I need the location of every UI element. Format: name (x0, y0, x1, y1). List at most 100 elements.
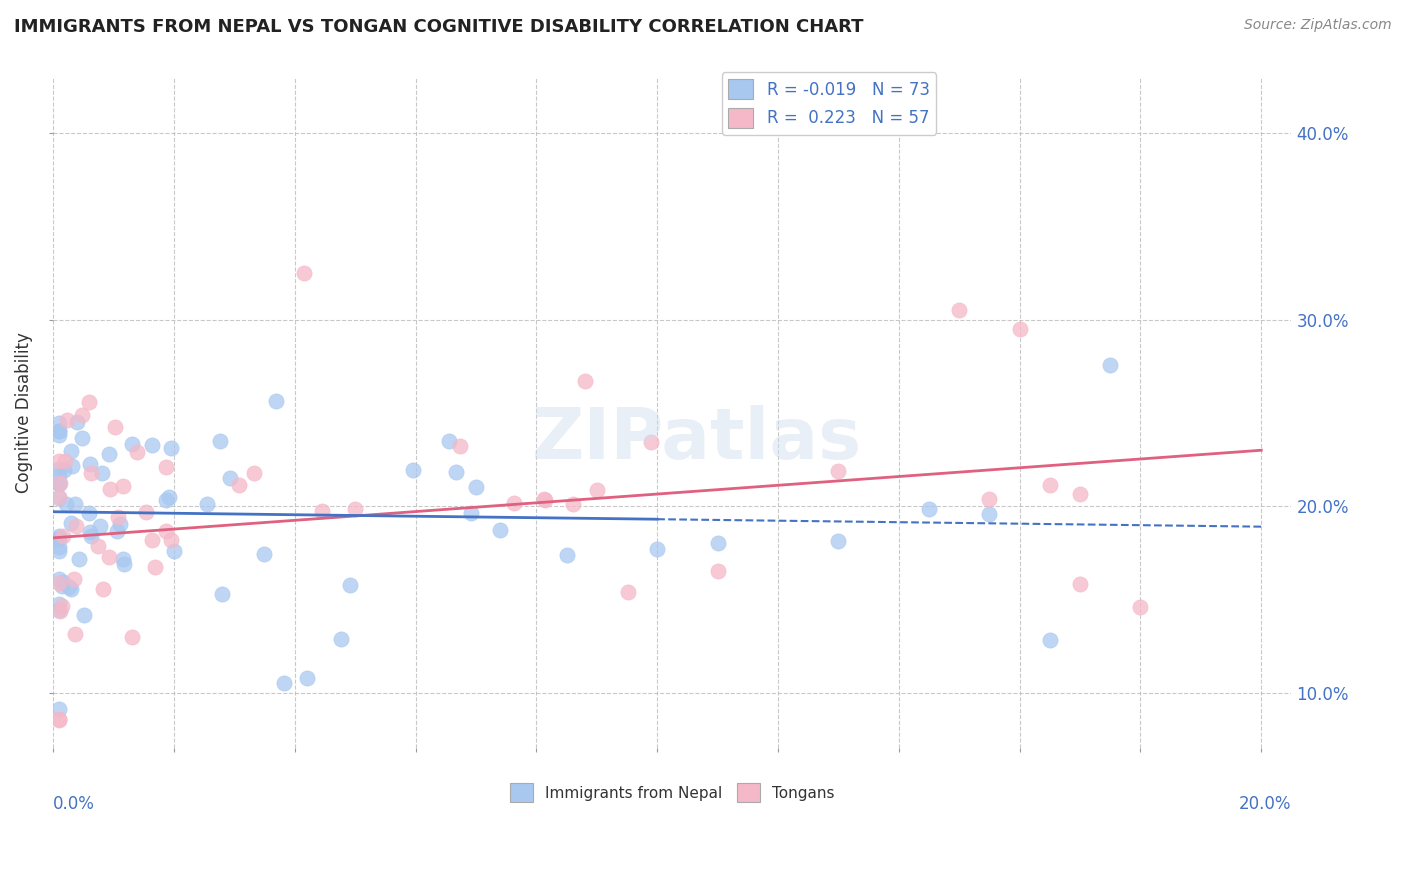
Point (65, 627, 87, 641)
Point (562, 497, 585, 511)
Point (616, 584, 638, 599)
Point (1069, 577, 1091, 591)
Point (160, 442, 183, 456)
Point (48, 702, 70, 716)
Point (228, 477, 250, 491)
Point (48, 713, 70, 727)
Point (645, 541, 668, 556)
Point (503, 496, 526, 510)
Point (585, 483, 607, 497)
Point (48, 424, 70, 438)
Point (59, 516, 82, 530)
Point (48, 540, 70, 554)
Point (979, 507, 1001, 521)
Point (295, 671, 318, 685)
Point (107, 509, 129, 524)
Point (48, 602, 70, 616)
Point (112, 479, 135, 493)
Point (53, 454, 76, 468)
Point (48, 712, 70, 726)
Point (70, 408, 93, 422)
Point (253, 547, 276, 561)
Point (112, 552, 135, 566)
Point (464, 480, 486, 494)
Point (502, 751, 524, 765)
Point (65, 519, 87, 533)
Point (105, 524, 128, 538)
Point (439, 434, 461, 448)
Point (48, 597, 70, 611)
Point (52, 529, 75, 543)
Point (53, 463, 76, 477)
Point (79, 457, 101, 471)
Point (311, 503, 333, 517)
Point (67, 552, 90, 566)
Point (90, 466, 112, 480)
Point (195, 497, 218, 511)
Point (91, 582, 114, 596)
Point (60, 459, 83, 474)
Point (98, 447, 121, 461)
Point (1039, 478, 1062, 492)
Point (163, 543, 186, 558)
Point (145, 560, 167, 574)
Point (100, 483, 122, 497)
Point (918, 501, 941, 516)
Text: IMMIGRANTS FROM NEPAL VS TONGAN COGNITIVE DISABILITY CORRELATION CHART: IMMIGRANTS FROM NEPAL VS TONGAN COGNITIV… (14, 18, 863, 36)
Point (264, 393, 287, 408)
Point (444, 465, 467, 479)
Point (574, 374, 596, 388)
Point (141, 533, 163, 548)
Y-axis label: Cognitive Disability: Cognitive Disability (15, 333, 32, 493)
Point (49, 476, 72, 491)
Point (827, 464, 849, 478)
Point (555, 548, 578, 562)
Point (52, 574, 75, 589)
Point (63, 572, 86, 586)
Point (59, 444, 82, 458)
Point (534, 493, 557, 508)
Point (402, 463, 425, 477)
Point (160, 533, 183, 547)
Point (48, 533, 70, 547)
Point (827, 533, 849, 548)
Point (48, 491, 70, 505)
Point (533, 491, 555, 506)
Point (58, 580, 80, 594)
Point (121, 631, 143, 645)
Point (79, 524, 101, 539)
Point (48, 529, 70, 543)
Point (80, 528, 103, 542)
Point (640, 435, 662, 450)
Legend: Immigrants from Nepal, Tongans: Immigrants from Nepal, Tongans (503, 777, 841, 808)
Point (97, 549, 120, 564)
Point (121, 437, 143, 451)
Point (110, 517, 132, 532)
Point (48, 454, 70, 468)
Point (77, 506, 100, 520)
Point (1069, 487, 1091, 501)
Point (48, 424, 70, 438)
Point (157, 491, 180, 505)
Point (80, 466, 103, 480)
Point (1099, 359, 1122, 373)
Point (56, 413, 79, 427)
Point (1129, 599, 1152, 614)
Point (209, 434, 232, 448)
Point (66, 415, 89, 429)
Point (55, 497, 77, 511)
Point (706, 536, 728, 550)
Point (73, 607, 96, 622)
Point (89, 519, 111, 533)
Point (48, 427, 70, 442)
Point (292, 266, 315, 280)
Point (48, 467, 70, 482)
Point (1008, 322, 1031, 336)
Point (465, 760, 488, 774)
Point (48, 462, 70, 476)
Point (155, 459, 177, 474)
Point (141, 438, 163, 452)
Point (979, 491, 1001, 506)
Point (460, 507, 482, 521)
Point (339, 578, 361, 592)
